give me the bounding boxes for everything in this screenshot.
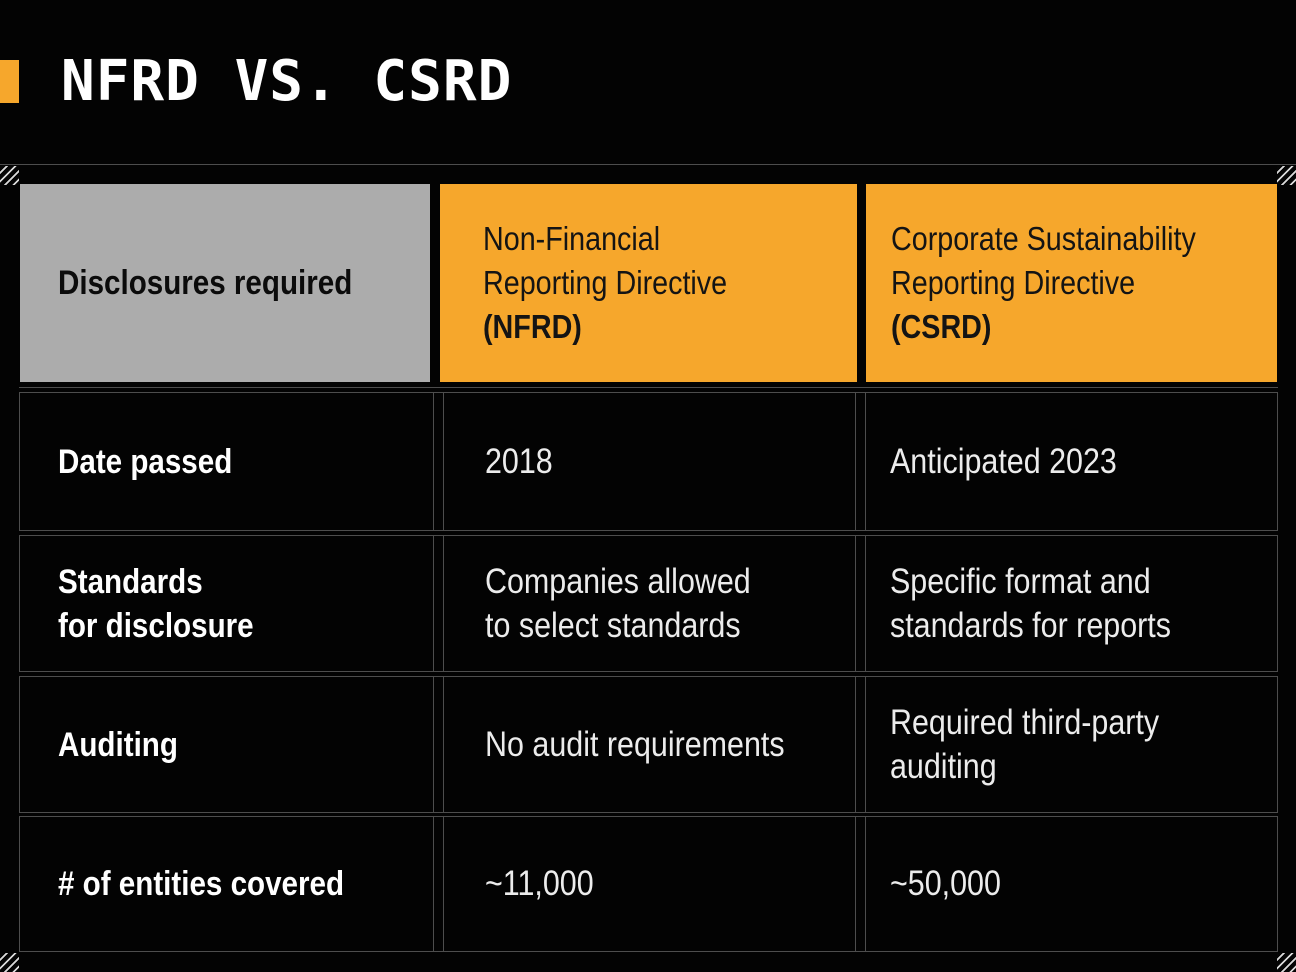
column-gap [856, 536, 865, 671]
table-row-standards: Standards for disclosure Companies allowe… [19, 535, 1278, 672]
column-header-csrd: Corporate Sustainability Reporting Direct… [866, 184, 1277, 382]
hatch-icon-top-right [1277, 166, 1296, 185]
row-label-cell: # of entities covered [20, 817, 434, 951]
row-label: # of entities covered [58, 865, 345, 903]
column-gap [434, 677, 443, 812]
csrd-value: Required third-party auditing [890, 702, 1160, 786]
column-gap [434, 393, 443, 530]
row-label: Standards for disclosure [58, 562, 254, 645]
column-gap [434, 817, 443, 951]
csrd-value: ~50,000 [890, 864, 1001, 903]
hatch-icon-bottom-right [1277, 953, 1296, 972]
column-header-nfrd: Non-Financial Reporting Directive (NFRD) [440, 184, 857, 382]
nfrd-value: Companies allowed to select standards [485, 561, 751, 645]
csrd-value: Specific format and standards for reports [890, 561, 1171, 645]
column-header-label: Non-Financial Reporting Directive [483, 220, 728, 301]
csrd-value-cell: ~50,000 [865, 817, 1277, 951]
title-accent-bar [0, 60, 19, 103]
row-label-cell: Standards for disclosure [20, 536, 434, 671]
column-gap [856, 393, 865, 530]
csrd-value-cell: Required third-party auditing [865, 677, 1277, 812]
nfrd-value: No audit requirements [485, 724, 785, 764]
csrd-value: Anticipated 2023 [890, 441, 1117, 481]
column-header-disclosures: Disclosures required [20, 184, 430, 382]
table-row-auditing: Auditing No audit requirements Required … [19, 676, 1278, 813]
column-header-label: Corporate Sustainability Reporting Direct… [891, 220, 1196, 301]
csrd-value-cell: Specific format and standards for reports [865, 536, 1277, 671]
csrd-value-cell: Anticipated 2023 [865, 393, 1277, 530]
page-title: NFRD VS. CSRD [61, 49, 513, 114]
hatch-icon-top-left [0, 166, 19, 185]
row-label: Date passed [58, 442, 233, 481]
row-label: Auditing [58, 725, 178, 764]
nfrd-value-cell: Companies allowed to select standards [443, 536, 856, 671]
column-gap [856, 677, 865, 812]
nfrd-value-cell: 2018 [443, 393, 856, 530]
row-label-cell: Date passed [20, 393, 434, 530]
column-gap [856, 817, 865, 951]
nfrd-value-cell: ~11,000 [443, 817, 856, 951]
row-label-cell: Auditing [20, 677, 434, 812]
column-header-abbr: (CSRD) [891, 308, 992, 345]
nfrd-value: ~11,000 [485, 864, 594, 903]
table-top-border [19, 387, 1278, 388]
table-row-entities-covered: # of entities covered ~11,000 ~50,000 [19, 816, 1278, 952]
hatch-icon-bottom-left [0, 953, 19, 972]
column-header-abbr: (NFRD) [483, 308, 582, 345]
nfrd-value-cell: No audit requirements [443, 677, 856, 812]
column-header-label: Disclosures required [58, 264, 353, 302]
nfrd-value: 2018 [485, 441, 553, 481]
table-row-date-passed: Date passed 2018 Anticipated 2023 [19, 392, 1278, 531]
column-gap [434, 536, 443, 671]
top-divider [0, 164, 1296, 165]
